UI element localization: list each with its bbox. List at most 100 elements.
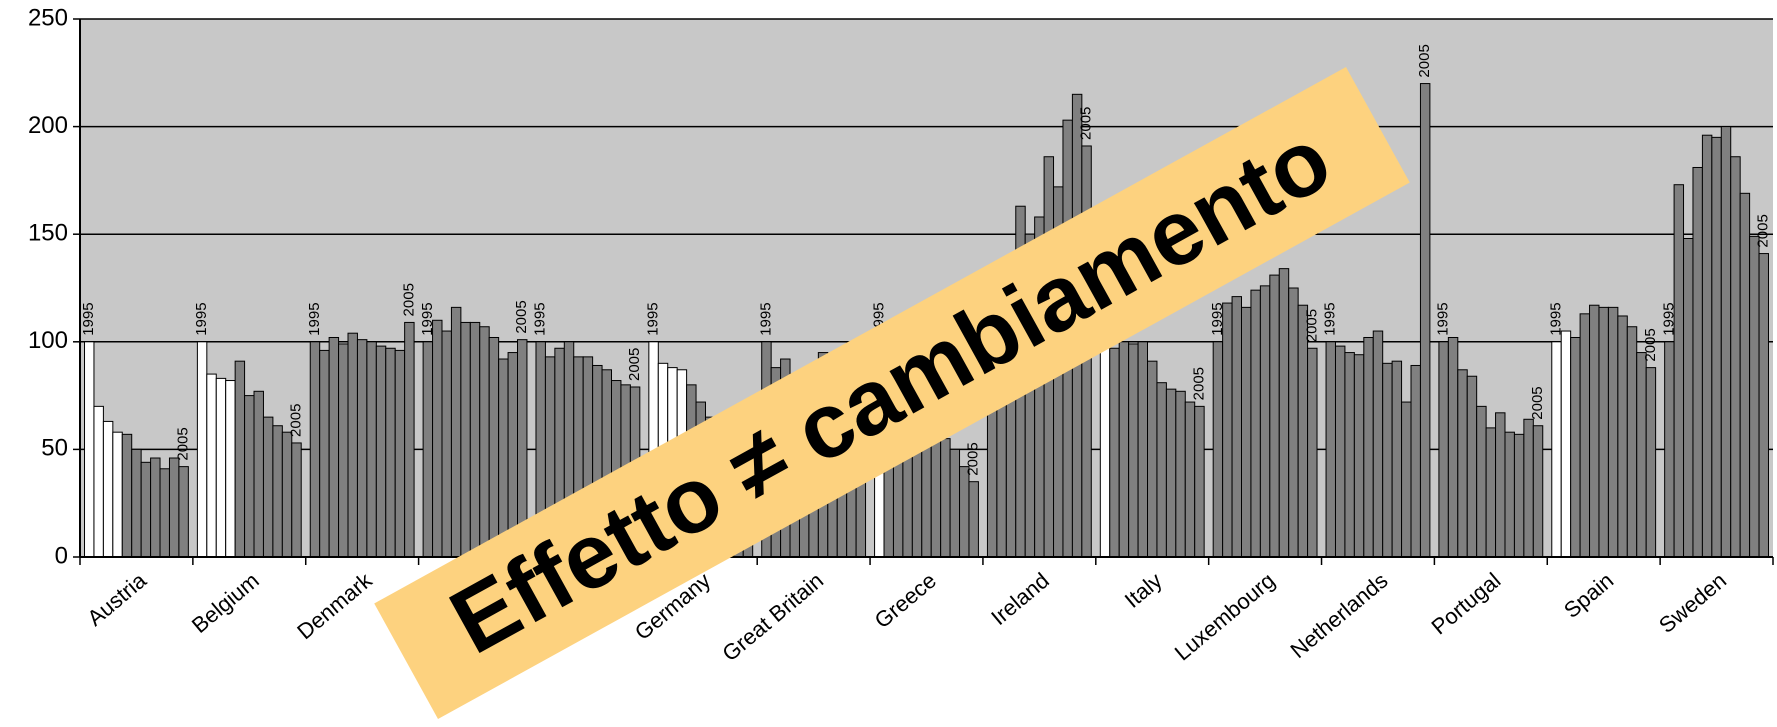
bar bbox=[1250, 289, 1261, 558]
bar bbox=[1617, 315, 1628, 558]
bar bbox=[1636, 352, 1647, 558]
x-tick-label: Italy bbox=[1120, 568, 1167, 613]
bar bbox=[1194, 405, 1205, 558]
bar bbox=[1410, 364, 1421, 558]
bar bbox=[1523, 418, 1534, 558]
bar bbox=[206, 373, 217, 558]
x-tick-label: Belgium bbox=[187, 568, 264, 638]
bar bbox=[949, 448, 961, 558]
bar bbox=[262, 416, 274, 558]
bar bbox=[968, 481, 979, 558]
bar bbox=[1438, 341, 1449, 558]
bar bbox=[253, 390, 264, 558]
bar bbox=[1372, 330, 1384, 558]
bar bbox=[131, 448, 142, 558]
bar bbox=[959, 466, 970, 558]
bar bbox=[1673, 184, 1685, 558]
bar bbox=[121, 433, 133, 558]
bar bbox=[102, 420, 114, 558]
year-annotation: 1995 bbox=[419, 302, 436, 335]
y-tick-label: 150 bbox=[28, 220, 68, 247]
year-annotation: 1995 bbox=[1660, 302, 1677, 335]
bar bbox=[1137, 341, 1149, 558]
bar bbox=[1241, 306, 1252, 558]
x-tick-label: Spain bbox=[1559, 568, 1618, 623]
bar bbox=[1579, 313, 1591, 558]
x-tick-label: Luxembourg bbox=[1170, 568, 1280, 666]
bar bbox=[1147, 360, 1158, 558]
bar bbox=[244, 395, 255, 558]
bar bbox=[1212, 341, 1224, 558]
bar bbox=[1570, 336, 1581, 558]
year-annotation: 1995 bbox=[80, 302, 97, 335]
year-annotation: 1995 bbox=[757, 302, 774, 335]
year-annotation: 2005 bbox=[1416, 44, 1433, 77]
bar bbox=[1344, 352, 1355, 558]
year-annotation: 1995 bbox=[1435, 302, 1452, 335]
x-tick-label: Denmark bbox=[292, 567, 377, 644]
bar bbox=[930, 427, 942, 558]
bar bbox=[1730, 156, 1741, 558]
bar bbox=[178, 466, 189, 558]
bar bbox=[1711, 136, 1722, 558]
bar bbox=[225, 380, 236, 558]
year-annotation: 2005 bbox=[1529, 386, 1546, 419]
bar bbox=[1325, 341, 1336, 558]
year-annotation: 2005 bbox=[1190, 367, 1207, 400]
bar bbox=[84, 341, 95, 558]
bar bbox=[1353, 354, 1365, 558]
bar bbox=[112, 431, 123, 558]
year-annotation: 2005 bbox=[287, 404, 304, 437]
bar bbox=[1626, 326, 1638, 558]
y-tick-label: 250 bbox=[28, 4, 68, 31]
year-annotation: 2005 bbox=[513, 300, 530, 333]
bar bbox=[1222, 302, 1233, 558]
y-tick-label: 100 bbox=[28, 327, 68, 354]
bar bbox=[385, 347, 396, 558]
bar bbox=[1739, 192, 1751, 558]
bar bbox=[469, 321, 481, 558]
bar bbox=[394, 349, 406, 558]
bar bbox=[1288, 287, 1299, 558]
bar bbox=[1476, 405, 1487, 558]
bar bbox=[196, 341, 208, 558]
bar bbox=[338, 343, 349, 558]
bar bbox=[1156, 382, 1167, 558]
year-annotation: 2005 bbox=[1303, 309, 1320, 342]
bar bbox=[1118, 341, 1130, 558]
year-annotation: 2005 bbox=[1642, 328, 1659, 361]
bar bbox=[432, 319, 443, 558]
bar bbox=[1598, 306, 1609, 558]
bar bbox=[498, 358, 509, 558]
bar bbox=[1720, 126, 1732, 558]
bar bbox=[1457, 369, 1468, 558]
bar bbox=[1382, 362, 1393, 558]
bar bbox=[215, 377, 227, 558]
bar bbox=[1165, 388, 1177, 558]
bar bbox=[460, 321, 471, 558]
bar bbox=[1099, 341, 1111, 558]
bar bbox=[1269, 274, 1280, 558]
bar bbox=[1466, 375, 1478, 558]
bar bbox=[1645, 367, 1657, 558]
year-annotation: 1995 bbox=[645, 302, 662, 335]
year-annotation: 1995 bbox=[1209, 302, 1226, 335]
bar bbox=[1589, 304, 1600, 558]
year-annotation: 1995 bbox=[1547, 302, 1564, 335]
bar bbox=[1560, 330, 1572, 558]
bar bbox=[1391, 360, 1403, 558]
bar bbox=[347, 332, 358, 558]
bar bbox=[159, 468, 170, 558]
bar bbox=[1504, 431, 1515, 558]
y-tick-label: 50 bbox=[41, 435, 68, 462]
year-annotation: 1995 bbox=[532, 302, 549, 335]
bar bbox=[234, 360, 246, 558]
bar bbox=[479, 326, 490, 558]
year-annotation: 2005 bbox=[626, 348, 643, 381]
bar bbox=[1683, 238, 1694, 558]
bar bbox=[1363, 336, 1374, 558]
bar bbox=[375, 345, 387, 558]
bar bbox=[366, 341, 377, 558]
bar bbox=[1259, 285, 1271, 558]
bar bbox=[441, 330, 452, 558]
